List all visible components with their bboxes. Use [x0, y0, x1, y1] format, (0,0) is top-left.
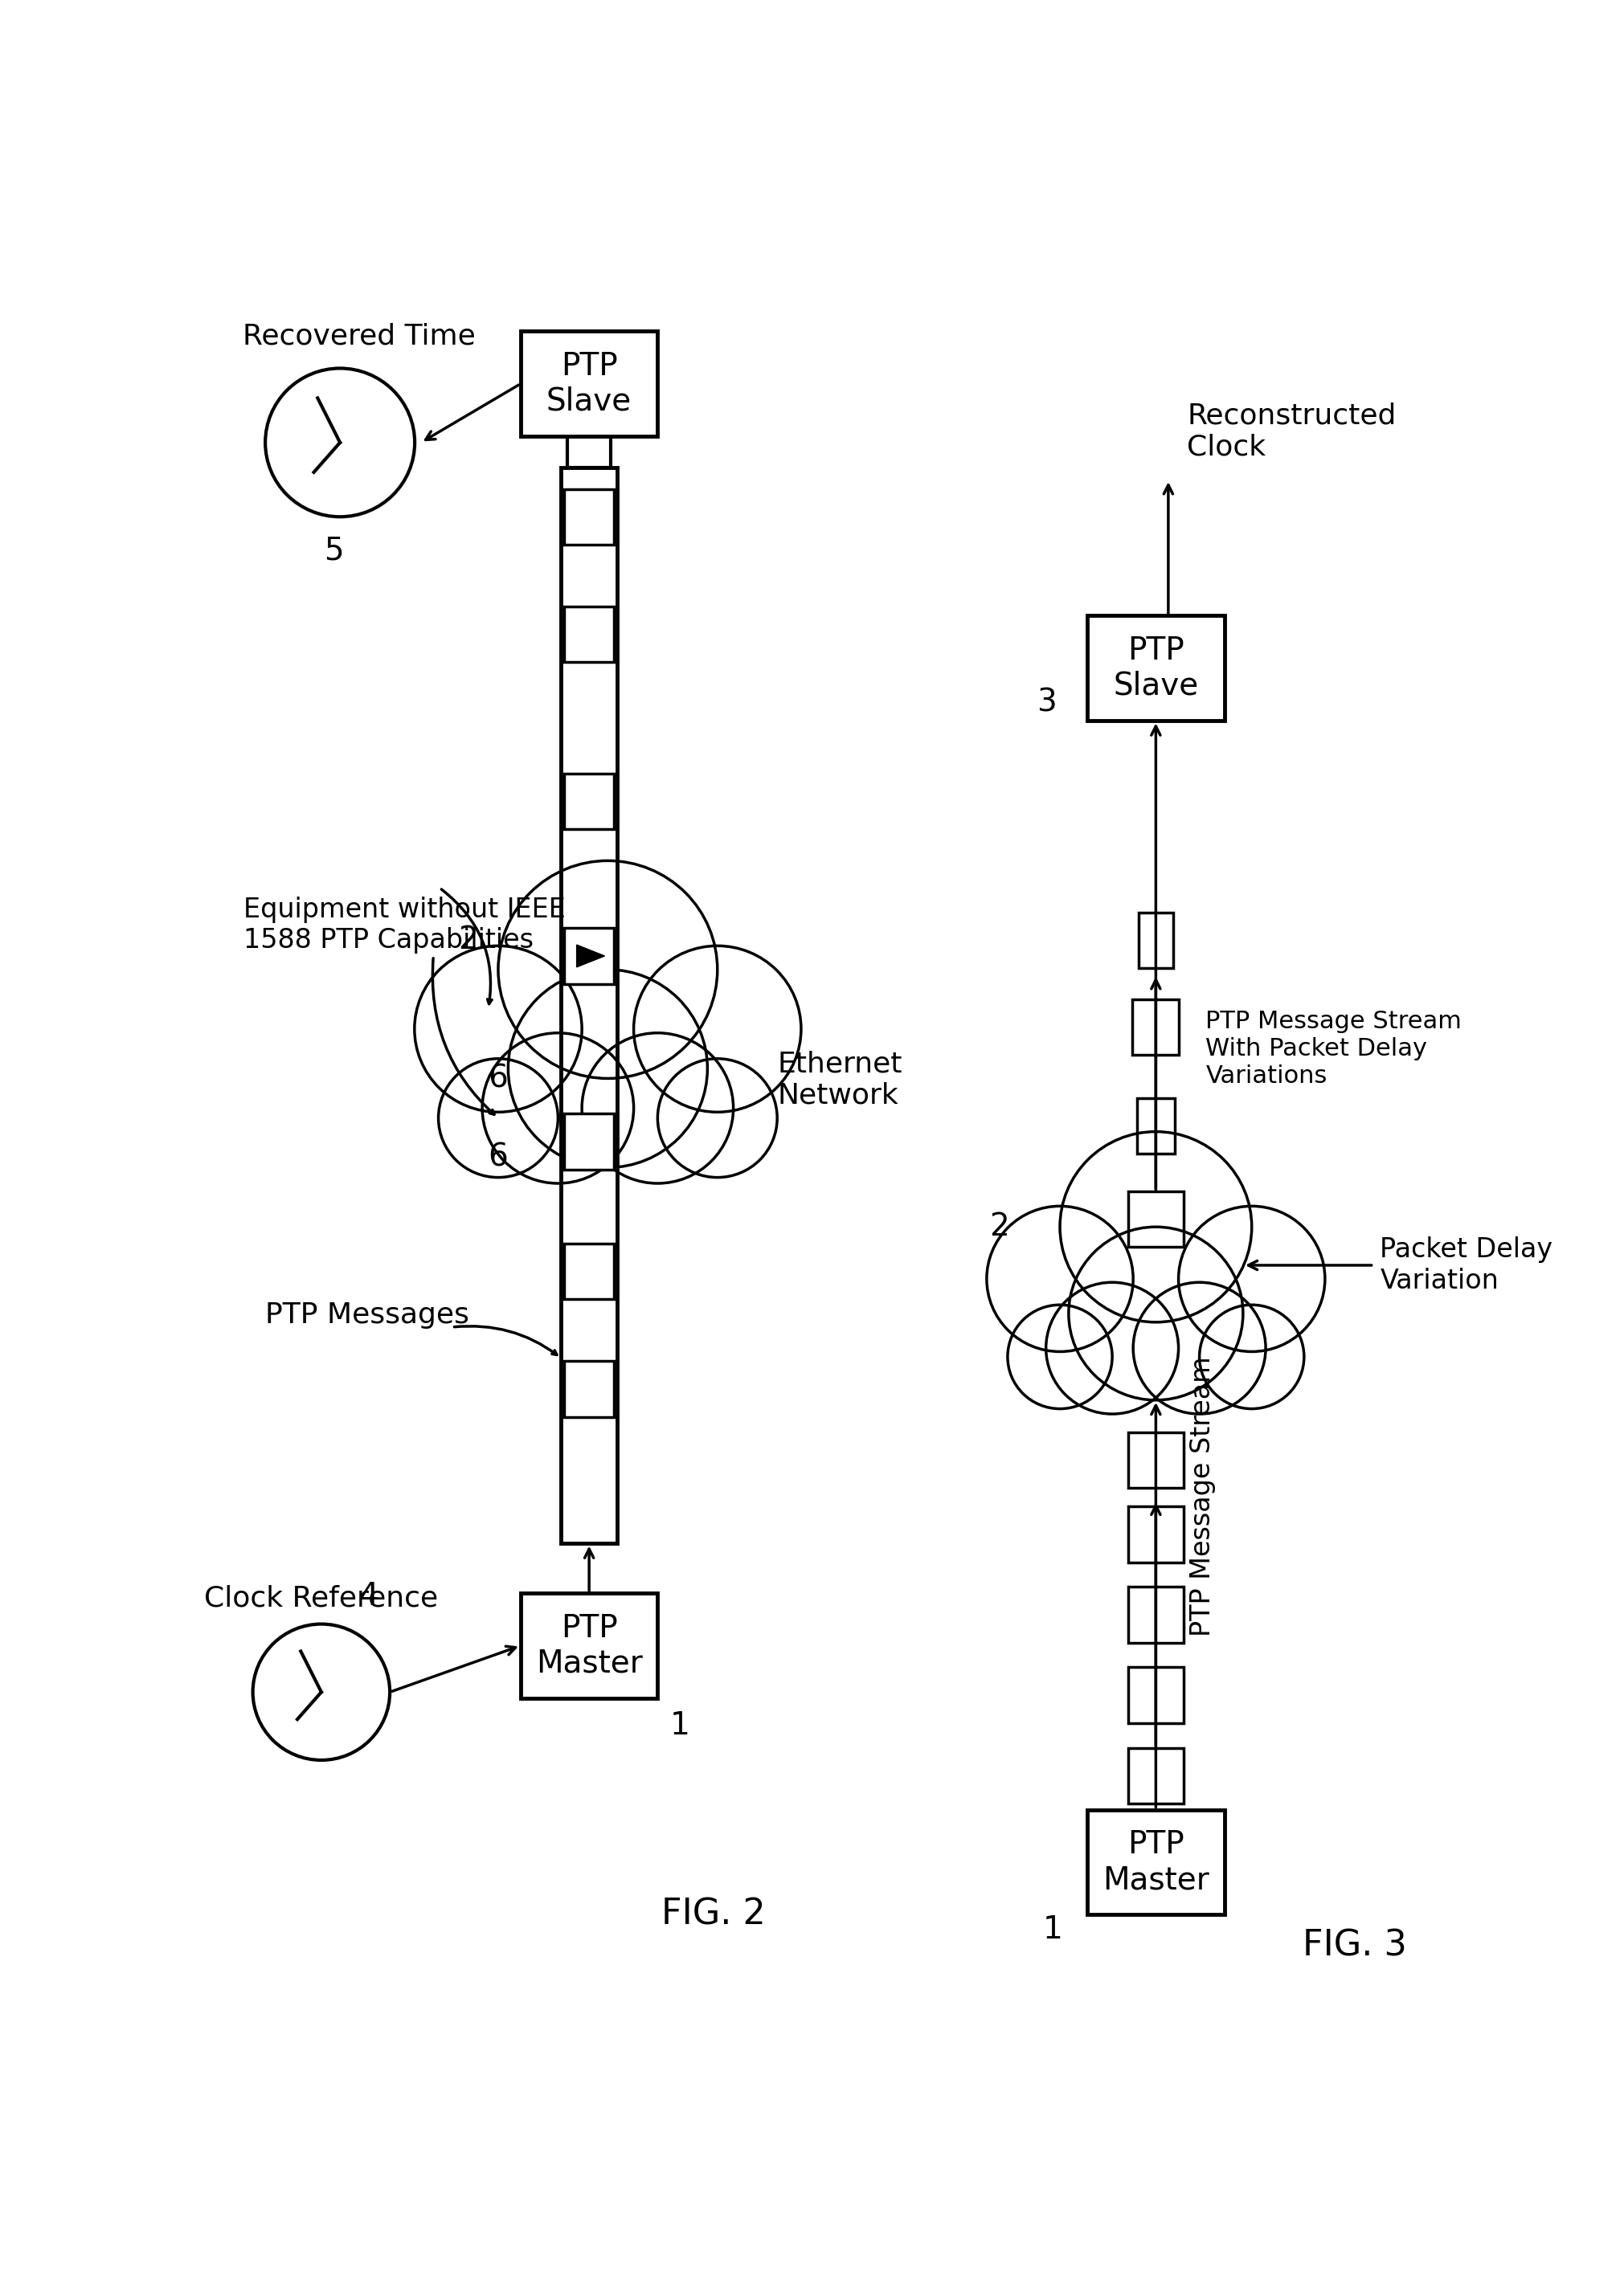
Text: 6: 6	[489, 1143, 508, 1173]
Text: 2: 2	[458, 925, 477, 955]
Circle shape	[1179, 1205, 1325, 1352]
Bar	[1132, 999, 1179, 1054]
Text: PTP
Slave: PTP Slave	[1112, 636, 1199, 700]
Text: Equipment without IEEE
1588 PTP Capabilities: Equipment without IEEE 1588 PTP Capabili…	[244, 895, 565, 953]
Circle shape	[658, 1058, 778, 1178]
Text: 4: 4	[359, 1582, 378, 1612]
Text: Clock Reference: Clock Reference	[205, 1584, 438, 1612]
Bar	[564, 489, 614, 544]
Bar	[1088, 615, 1224, 721]
Text: PTP
Slave: PTP Slave	[546, 351, 632, 416]
Bar	[1137, 1097, 1174, 1155]
Bar	[1127, 1433, 1184, 1488]
Text: Recovered Time: Recovered Time	[242, 321, 476, 349]
Circle shape	[1060, 1132, 1252, 1322]
Polygon shape	[577, 946, 604, 967]
Bar	[564, 606, 614, 661]
Text: 1: 1	[671, 1711, 690, 1740]
Bar	[1138, 914, 1173, 969]
Bar	[567, 436, 611, 468]
Bar	[1127, 1667, 1184, 1722]
Bar	[1127, 1192, 1184, 1247]
Bar	[564, 1362, 614, 1417]
Text: Reconstructed
Clock: Reconstructed Clock	[1187, 402, 1397, 461]
Circle shape	[633, 946, 801, 1111]
Text: PTP
Master: PTP Master	[1103, 1830, 1210, 1894]
Text: 2: 2	[989, 1212, 1009, 1242]
Circle shape	[1200, 1304, 1304, 1410]
Bar	[1127, 1747, 1184, 1802]
Text: 3: 3	[1036, 687, 1056, 719]
Text: PTP Message Stream
With Packet Delay
Variations: PTP Message Stream With Packet Delay Var…	[1205, 1010, 1462, 1088]
Text: 1: 1	[1043, 1915, 1062, 1945]
Text: 5: 5	[323, 535, 344, 565]
Text: FIG. 3: FIG. 3	[1302, 1929, 1408, 1963]
Bar	[1088, 1809, 1224, 1915]
Bar	[564, 1114, 614, 1169]
Bar	[521, 1593, 658, 1699]
Text: PTP
Master: PTP Master	[536, 1612, 643, 1678]
Circle shape	[1007, 1304, 1112, 1410]
Text: Ethernet
Network: Ethernet Network	[778, 1049, 903, 1109]
Bar	[521, 331, 658, 436]
Bar	[1127, 1587, 1184, 1642]
Bar	[1127, 1506, 1184, 1561]
Circle shape	[1046, 1283, 1179, 1414]
Bar	[564, 928, 614, 983]
Text: 6: 6	[489, 1063, 508, 1093]
Bar	[560, 468, 617, 1543]
Circle shape	[482, 1033, 633, 1182]
Circle shape	[414, 946, 581, 1111]
Circle shape	[438, 1058, 559, 1178]
Circle shape	[1134, 1283, 1265, 1414]
Circle shape	[508, 969, 708, 1169]
Text: FIG. 2: FIG. 2	[661, 1896, 767, 1931]
Circle shape	[987, 1205, 1134, 1352]
Text: PTP Messages: PTP Messages	[265, 1302, 469, 1329]
Bar	[564, 774, 614, 829]
Circle shape	[581, 1033, 734, 1182]
Circle shape	[499, 861, 718, 1079]
Text: PTP Message Stream: PTP Message Stream	[1189, 1357, 1216, 1637]
Bar	[564, 1244, 614, 1300]
Circle shape	[1069, 1226, 1242, 1401]
Text: Packet Delay
Variation: Packet Delay Variation	[1380, 1238, 1553, 1295]
